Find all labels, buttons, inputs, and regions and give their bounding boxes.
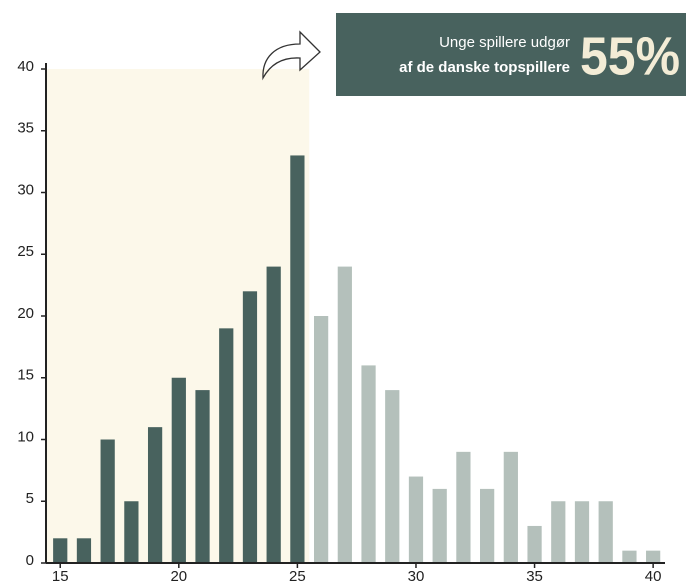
x-tick-label: 35 bbox=[526, 568, 543, 585]
bar bbox=[551, 501, 566, 563]
bar bbox=[503, 451, 518, 563]
bar bbox=[432, 488, 447, 563]
arrow-icon bbox=[262, 30, 321, 81]
y-tick-label: 15 bbox=[17, 367, 34, 384]
y-tick-label: 20 bbox=[17, 305, 34, 322]
bar bbox=[219, 328, 234, 563]
y-tick-label: 25 bbox=[17, 243, 34, 260]
y-tick-label: 5 bbox=[26, 490, 34, 507]
bar bbox=[266, 266, 281, 563]
bar bbox=[290, 155, 305, 563]
bar bbox=[147, 427, 163, 563]
callout-line: Unge spillere udgør bbox=[439, 34, 570, 51]
bar bbox=[456, 451, 471, 563]
x-tick-label: 20 bbox=[170, 568, 187, 585]
y-tick-label: 40 bbox=[17, 58, 34, 75]
bar bbox=[313, 316, 329, 563]
bar bbox=[598, 501, 613, 563]
bar bbox=[361, 365, 376, 563]
bar bbox=[242, 291, 258, 563]
bar bbox=[480, 488, 495, 563]
y-tick-label: 0 bbox=[26, 552, 34, 569]
callout-box bbox=[336, 13, 686, 96]
bar bbox=[76, 538, 92, 563]
bar bbox=[337, 266, 352, 563]
x-tick-label: 25 bbox=[289, 568, 306, 585]
bar bbox=[622, 550, 637, 563]
callout-value: 55% bbox=[580, 26, 680, 86]
bar bbox=[100, 439, 115, 563]
x-tick-label: 40 bbox=[645, 568, 662, 585]
bar bbox=[574, 501, 590, 563]
bar bbox=[195, 390, 210, 563]
y-tick-label: 30 bbox=[17, 181, 34, 198]
bar bbox=[53, 538, 68, 563]
bar bbox=[124, 501, 139, 563]
callout-line: af de danske topspillere bbox=[399, 59, 570, 76]
x-tick-label: 30 bbox=[408, 568, 425, 585]
bar bbox=[527, 525, 542, 563]
bar bbox=[408, 476, 424, 563]
bar bbox=[385, 390, 400, 563]
x-tick-label: 15 bbox=[52, 568, 69, 585]
bar bbox=[171, 377, 186, 563]
y-tick-label: 10 bbox=[17, 428, 34, 445]
bar bbox=[646, 550, 661, 563]
y-tick-label: 35 bbox=[17, 120, 34, 137]
